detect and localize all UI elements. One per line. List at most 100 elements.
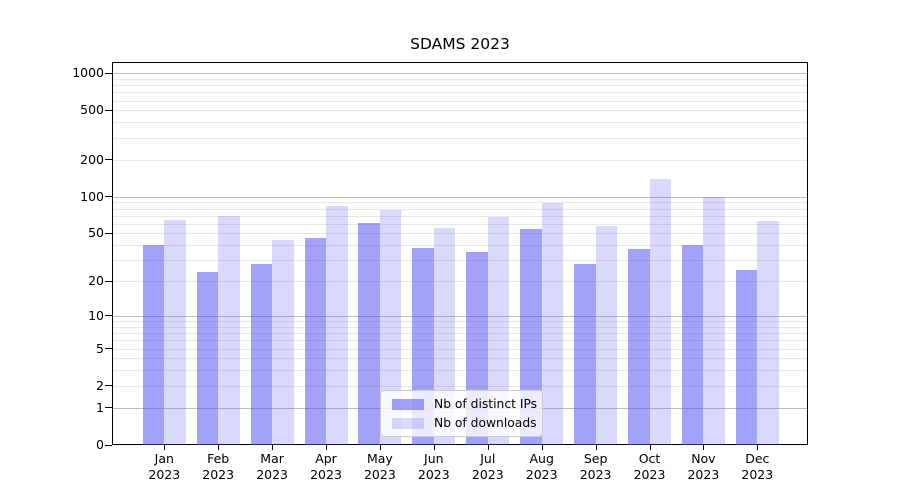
x-tick-mark (649, 445, 651, 450)
x-tick-mark (487, 445, 489, 450)
bar-downloads (595, 226, 618, 445)
y-tick-label: 100 (80, 188, 104, 204)
x-tick-mark (757, 445, 759, 450)
y-tick-mark (105, 348, 112, 350)
minor-gridline (113, 110, 807, 112)
y-tick-label: 20 (88, 273, 104, 289)
bar-downloads (164, 219, 186, 445)
y-tick-label: 2 (96, 377, 104, 393)
x-tick-mark (379, 445, 381, 450)
legend-item-distinct-ips: Nb of distinct IPs (392, 397, 538, 411)
minor-gridline (113, 100, 807, 102)
bar-distinct-ips (142, 245, 165, 445)
y-tick-label: 1000 (72, 65, 104, 81)
major-gridline (113, 73, 807, 75)
y-tick-mark (105, 315, 112, 317)
minor-gridline (113, 245, 807, 247)
x-tick-label: Nov 2023 (687, 451, 720, 482)
y-tick-mark (105, 444, 112, 446)
minor-gridline (113, 215, 807, 217)
legend-swatch-downloads (392, 417, 424, 429)
legend-swatch-distinct-ips (392, 398, 424, 410)
bar-distinct-ips (304, 237, 326, 445)
y-tick-label: 5 (96, 340, 104, 356)
x-tick-label: Jun 2023 (417, 451, 450, 482)
legend-label-distinct-ips: Nb of distinct IPs (434, 397, 538, 411)
y-tick-label: 0 (96, 437, 104, 452)
bar-downloads (326, 205, 348, 445)
minor-gridline (113, 333, 807, 335)
minor-gridline (113, 122, 807, 124)
x-tick-mark (595, 445, 597, 450)
legend: Nb of distinct IPs Nb of downloads (380, 390, 543, 437)
bar-downloads (703, 196, 725, 445)
bar-distinct-ips (358, 222, 380, 445)
minor-gridline (113, 233, 807, 235)
x-tick-mark (326, 445, 327, 450)
x-tick-label: Jul 2023 (471, 451, 504, 482)
bar-downloads (379, 209, 402, 445)
y-tick-mark (105, 72, 112, 74)
bar-distinct-ips (574, 263, 596, 445)
x-tick-mark (272, 445, 274, 450)
legend-item-downloads: Nb of downloads (392, 416, 537, 430)
y-tick-mark (105, 109, 112, 111)
x-tick-label: Dec 2023 (741, 451, 774, 482)
minor-gridline (113, 92, 807, 94)
y-tick-mark (105, 232, 112, 234)
minor-gridline (113, 348, 807, 350)
minor-gridline (113, 260, 807, 262)
minor-gridline (113, 340, 807, 342)
minor-gridline (113, 78, 807, 80)
y-tick-mark (105, 407, 112, 409)
x-tick-label: Apr 2023 (310, 451, 342, 482)
bar-downloads (757, 221, 779, 445)
minor-gridline (113, 370, 807, 372)
minor-gridline (113, 321, 807, 323)
x-tick-mark (703, 445, 705, 450)
minor-gridline (113, 326, 807, 328)
y-tick-label: 10 (88, 307, 104, 323)
x-tick-label: Aug 2023 (525, 451, 558, 482)
x-tick-label: Oct 2023 (633, 451, 666, 482)
x-tick-label: Sep 2023 (579, 451, 612, 482)
bar-downloads (541, 203, 564, 445)
x-tick-mark (433, 445, 435, 450)
bar-downloads (272, 240, 294, 445)
x-tick-mark (164, 445, 166, 450)
y-tick-mark (105, 159, 112, 160)
minor-gridline (113, 281, 807, 283)
y-tick-label: 1 (96, 399, 104, 415)
x-tick-mark (541, 445, 543, 450)
y-tick-label: 500 (80, 102, 104, 118)
legend-label-downloads: Nb of downloads (434, 416, 537, 430)
x-tick-label: May 2023 (363, 451, 396, 482)
bar-distinct-ips (681, 245, 704, 445)
minor-gridline (113, 159, 807, 161)
minor-gridline (113, 85, 807, 87)
minor-gridline (113, 208, 807, 210)
bar-distinct-ips (628, 249, 650, 445)
minor-gridline (113, 202, 807, 204)
bar-downloads (649, 178, 671, 445)
major-gridline (113, 196, 807, 198)
minor-gridline (113, 223, 807, 225)
y-tick-label: 50 (88, 225, 104, 241)
bar-distinct-ips (735, 269, 758, 445)
minor-gridline (113, 137, 807, 139)
x-tick-mark (218, 445, 220, 450)
bar-downloads (487, 217, 510, 445)
chart-title: SDAMS 2023 (410, 35, 510, 53)
major-gridline (113, 315, 807, 317)
bar-downloads (218, 215, 240, 445)
x-tick-label: Feb 2023 (202, 451, 235, 482)
bar-distinct-ips (250, 263, 273, 445)
minor-gridline (113, 358, 807, 360)
minor-gridline (113, 385, 807, 387)
y-tick-mark (105, 196, 112, 198)
y-tick-mark (105, 385, 112, 387)
plot-area (112, 62, 808, 445)
y-tick-label: 200 (80, 151, 104, 167)
x-tick-label: Jan 2023 (148, 451, 181, 482)
